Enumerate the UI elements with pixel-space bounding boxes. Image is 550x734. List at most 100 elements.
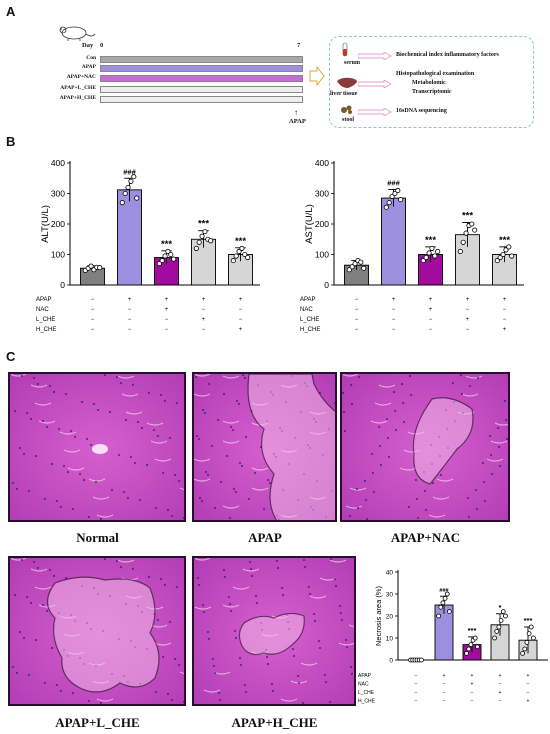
data-point	[426, 250, 432, 256]
condition-sign: −	[415, 682, 418, 688]
significance-label: ***	[524, 616, 533, 625]
data-point	[522, 646, 528, 652]
significance-label: ###	[439, 588, 448, 594]
liver-icon	[337, 77, 357, 88]
significance-label: ###	[123, 167, 136, 176]
panel-c-letter: C	[6, 349, 16, 364]
y-tick-label: 400	[315, 158, 329, 168]
y-tick-label: 100	[51, 249, 65, 259]
data-point	[242, 251, 248, 258]
y-axis-label: Necrosis area (%)	[374, 585, 383, 646]
y-tick-label: 40	[386, 569, 394, 576]
condition-sign: −	[429, 327, 433, 333]
condition-sign: −	[527, 690, 530, 696]
liver-micrograph	[8, 556, 186, 706]
day-label: Day	[82, 42, 94, 49]
group-timeline-bar	[100, 65, 303, 72]
micrograph-label: APAP+L_CHE	[55, 715, 140, 730]
condition-sign: −	[443, 699, 446, 705]
data-point	[156, 261, 162, 267]
condition-row-label: APAP	[358, 673, 372, 679]
data-point	[346, 267, 352, 273]
condition-row-label: APAP	[300, 297, 316, 303]
data-point	[442, 596, 448, 601]
condition-sign: −	[355, 307, 359, 313]
y-tick-label: 300	[315, 188, 329, 198]
condition-sign: −	[527, 682, 530, 688]
data-point	[423, 254, 429, 261]
condition-row-label: NAC	[358, 682, 369, 688]
condition-row-label: L_CHE	[300, 317, 319, 323]
y-tick-label: 100	[315, 249, 329, 259]
condition-sign: +	[392, 297, 396, 303]
bar	[381, 197, 406, 286]
y-tick-label: 30	[386, 591, 394, 598]
alt-chart: 0 100 200 300 400 ALT(U/L) − − − − ### + − − − *** + + − − *…	[36, 158, 260, 333]
data-point	[464, 651, 469, 656]
condition-sign: −	[202, 327, 206, 333]
data-point	[358, 259, 364, 265]
liver-micrograph	[8, 372, 186, 522]
micrograph-label: APAP+NAC	[390, 530, 461, 545]
data-point	[472, 635, 478, 641]
data-point	[389, 193, 395, 200]
data-point	[419, 657, 424, 663]
data-point	[457, 248, 463, 255]
data-point	[199, 233, 205, 239]
data-point	[122, 190, 128, 197]
condition-sign: −	[499, 682, 502, 688]
condition-sign: −	[392, 307, 396, 313]
data-point	[492, 635, 498, 641]
data-point	[463, 230, 469, 236]
sample-serum: serum	[344, 60, 360, 66]
condition-sign: −	[415, 690, 418, 696]
day-start: 0	[100, 42, 104, 49]
data-point	[460, 239, 466, 245]
condition-sign: +	[499, 673, 502, 679]
condition-sign: +	[527, 699, 530, 705]
data-point	[239, 245, 245, 251]
y-axis-label: AST(U/L)	[304, 204, 315, 244]
condition-row-label: H_CHE	[358, 699, 376, 705]
data-point	[494, 629, 500, 634]
condition-sign: −	[466, 327, 470, 333]
significance-label: ***	[462, 210, 473, 221]
condition-sign: +	[239, 327, 243, 333]
y-tick-label: 10	[386, 635, 394, 642]
significance-label: ***	[425, 235, 436, 246]
condition-sign: −	[392, 327, 396, 333]
condition-sign: +	[471, 682, 474, 688]
condition-sign: −	[471, 690, 474, 696]
data-point	[520, 651, 526, 656]
data-point	[171, 256, 177, 262]
condition-sign: −	[429, 317, 433, 323]
group-timeline-bar	[100, 86, 303, 93]
bar	[117, 189, 142, 286]
data-point	[497, 254, 503, 261]
condition-sign: −	[165, 317, 169, 323]
sample-liver: liver tissue	[330, 91, 358, 97]
group-label: APAP+NAC	[66, 74, 96, 80]
data-point	[398, 197, 404, 203]
y-tick-label: 0	[324, 280, 329, 290]
condition-sign: −	[355, 317, 359, 323]
group-label: APAP	[81, 64, 96, 70]
data-point	[429, 245, 435, 251]
data-point	[496, 624, 502, 630]
y-tick-label: 20	[386, 613, 394, 620]
outcome-box	[329, 36, 534, 128]
data-point	[494, 258, 500, 264]
data-point	[469, 221, 475, 227]
micrograph-label: Normal	[76, 530, 119, 545]
group-label: APAP+H_CHE	[59, 95, 96, 101]
data-point	[165, 248, 171, 255]
data-point	[503, 247, 509, 253]
serum-result: Biochemical index inflammatory factors	[396, 52, 499, 58]
y-tick-label: 0	[389, 657, 393, 664]
pink-arrow-icon	[358, 52, 392, 60]
condition-sign: −	[128, 307, 132, 313]
significance-label: *	[499, 603, 502, 612]
y-tick-label: 0	[60, 280, 65, 290]
significance-label: ***	[198, 219, 209, 230]
significance-label: ***	[161, 239, 172, 250]
